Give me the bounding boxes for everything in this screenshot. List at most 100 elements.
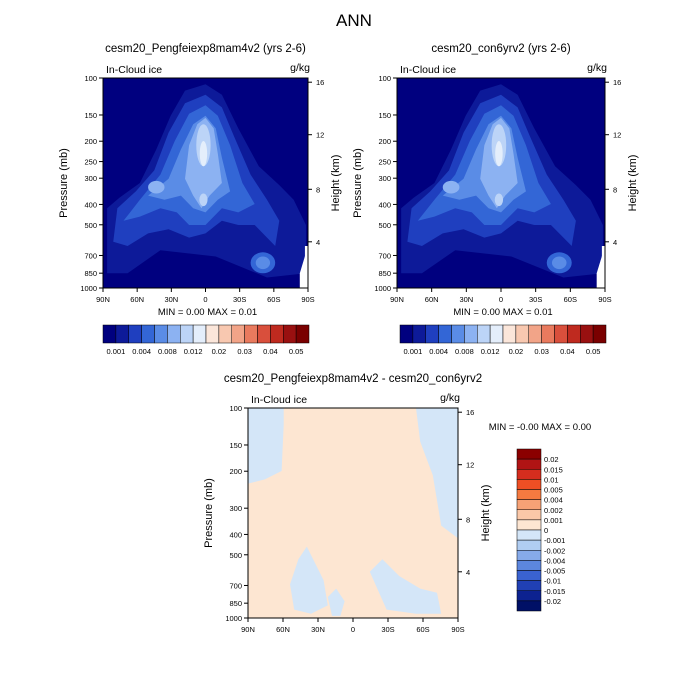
variable-label: In-Cloud ice [251,394,307,406]
colorbar-box [205,324,220,344]
y-tick-label: 300 [229,504,242,513]
y-tick-label: 150 [378,111,391,120]
height-tick-label: 12 [466,461,474,470]
colorbar-box [167,324,181,344]
colorbar-label: 0.008 [158,347,177,356]
x-tick-label: 60S [416,625,429,634]
colorbar-box [592,324,607,344]
y-axis-title: Pressure (mb) [352,148,364,218]
y-axis-title: Pressure (mb) [203,478,215,548]
height-tick-label: 8 [613,185,617,194]
colorbar-label: 0.001 [544,516,563,525]
height-tick-label: 8 [466,515,470,524]
colorbar-label: 0.04 [263,347,278,356]
y-tick-label: 850 [378,269,391,278]
y-tick-label: 850 [84,269,97,278]
colorbar-box [115,324,129,344]
units-label: g/kg [290,62,310,74]
colorbar-box [154,324,168,344]
y-tick-label: 500 [229,551,242,560]
panel-2: cesm20_con6yrv2 (yrs 2-6) In-Cloud ice g/k… [352,43,639,356]
x-tick-label: 90N [390,295,404,304]
colorbar-box [567,324,581,344]
x-tick-label: 30N [311,625,325,634]
contour-field [397,78,605,288]
min-max-label: MIN = -0.00 MAX = 0.00 [489,422,591,433]
colorbar-box [295,324,310,344]
colorbar-label: -0.01 [544,577,561,586]
colorbar-label: 0.002 [544,506,563,515]
x-tick-label: 30N [164,295,178,304]
contour-peak [199,141,208,167]
colorbar-box [516,580,542,591]
y-tick-label: 1000 [374,284,391,293]
colorbar-label: 0.004 [429,347,448,356]
colorbar-box [516,519,542,531]
contour-level-6 [148,180,165,194]
y-axis-title: Pressure (mb) [58,148,70,218]
y-tick-label: 300 [378,174,391,183]
colorbar-box [477,324,491,344]
y-tick-label: 700 [378,251,391,260]
units-label: g/kg [587,62,607,74]
colorbar-box [270,324,284,344]
colorbar-box [528,324,542,344]
y-tick-label: 250 [84,158,97,167]
x-tick-label: 30S [529,295,542,304]
colorbar-box [516,458,542,470]
colorbar: 0.001 0.004 0.008 0.012 0.02 0.03 0.04 0.05 [399,324,607,356]
colorbar-label: -0.001 [544,536,565,545]
negative-region-surface [327,588,345,616]
colorbar-box [180,324,194,344]
colorbar-box [515,324,529,344]
colorbar-box [541,324,555,344]
colorbar-label: 0.04 [560,347,575,356]
x-tick-label: 90S [301,295,314,304]
colorbar-label: 0.012 [481,347,500,356]
colorbar-box [516,499,542,510]
colorbar: 0.001 0.004 0.008 0.012 0.02 0.03 0.04 0.05 [102,324,310,356]
x-tick-label: 60N [130,295,144,304]
panel-3: cesm20_Pengfeiexp8mam4v2 - cesm20_con6yr… [203,373,591,634]
y-tick-label: 850 [229,599,242,608]
colorbar-box [516,590,542,602]
height-tick-label: 12 [613,131,621,140]
x-tick-label: 90S [451,625,464,634]
contour-peak [495,141,503,167]
x-tick-label: 60N [425,295,439,304]
y-tick-label: 150 [229,441,242,450]
colorbar-box [516,600,542,612]
y-tick-label: 700 [84,251,97,260]
contour-level-7 [494,193,504,207]
contour-field [103,78,308,288]
height-tick-label: 16 [466,408,474,417]
colorbar-box [141,324,155,344]
colorbar-box [412,324,426,344]
colorbar-box [399,324,414,344]
colorbar-box [257,324,271,344]
colorbar-label: 0.001 [106,347,125,356]
colorbar-label: -0.005 [544,567,565,576]
colorbar-box [102,324,117,344]
y-tick-label: 500 [84,221,97,230]
height-tick-label: 12 [316,131,324,140]
y-tick-label: 500 [378,221,391,230]
negative-region-low [290,546,328,614]
y-tick-label: 400 [84,200,97,209]
x-tick-label: 30N [459,295,473,304]
colorbar-box [502,324,517,344]
colorbar-box [516,529,542,541]
colorbar-label: 0.02 [544,455,559,464]
y-tick-label: 100 [84,74,97,83]
colorbar-box [244,324,258,344]
colorbar-box [580,324,594,344]
x-tick-label: 90N [241,625,255,634]
y-tick-label: 400 [378,200,391,209]
colorbar-label: 0.005 [544,486,563,495]
x-tick-label: 30S [381,625,394,634]
contour-field [248,408,458,618]
missing-data [304,246,308,288]
y-tick-label: 400 [229,530,242,539]
colorbar-label: -0.002 [544,546,565,555]
figure-title: ANN [336,11,372,30]
